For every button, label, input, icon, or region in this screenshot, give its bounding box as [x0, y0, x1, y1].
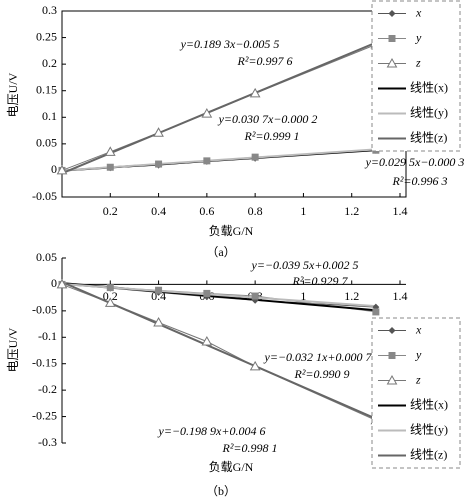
legend-label: x — [415, 5, 422, 19]
data-point — [104, 146, 116, 156]
fit-line — [61, 283, 376, 308]
x-tick-label: 1.4 — [393, 204, 408, 218]
x-tick-label: 1 — [300, 289, 306, 303]
data-point — [104, 297, 116, 307]
y-tick-label: 0 — [51, 162, 57, 176]
fit-line — [61, 281, 377, 420]
legend-label: y — [415, 347, 422, 361]
y-tick-label: -0.05 — [32, 189, 57, 203]
legend: xyz 线性(x) 线性(y) 线性(z) — [371, 0, 461, 152]
fit-line — [61, 41, 377, 175]
x-tick-label: 0.4 — [151, 204, 166, 218]
legend-label: 线性(y) — [410, 422, 448, 436]
y-tick-label: 0.05 — [36, 136, 57, 150]
data-point — [155, 286, 163, 294]
legend-label: 线性(z) — [410, 130, 447, 144]
data-point — [153, 127, 164, 137]
equation-label: R²=0.929 7 — [291, 274, 348, 288]
y-axis-label: 电压U/V — [6, 72, 20, 117]
data-point — [153, 316, 164, 327]
data-point — [251, 292, 259, 300]
equation-label: y=0.030 7x−0.000 2 — [218, 112, 318, 126]
equation-label: y=−0.032 1x+0.000 7 — [264, 350, 373, 364]
data-point — [56, 164, 68, 175]
data-point — [372, 308, 380, 316]
x-axis-label: 负载G/N — [209, 460, 254, 474]
equation-label: y=0.189 3x−0.005 5 — [180, 37, 280, 51]
equation-label: R²=0.998 1 — [221, 441, 277, 455]
legend-marker — [386, 57, 398, 68]
legend-label: 线性(x) — [410, 397, 448, 411]
y-tick-label: 0.3 — [42, 3, 57, 17]
legend-label: y — [415, 30, 422, 44]
caption: （a） — [206, 245, 235, 259]
equation-label: R²=0.999 1 — [243, 129, 299, 143]
equation-label: y=−0.198 9x+0.004 6 — [158, 424, 266, 438]
subplot: -0.05 0 0.05 0.1 0.15 0.2 0.25 0.3 0.2 0.4 0.6 0.8 1… — [6, 0, 465, 259]
legend-frame — [371, 0, 461, 152]
x-axis-label: 负载G/N — [209, 224, 254, 238]
data-point — [201, 335, 213, 346]
x-tick-label: 0.2 — [103, 289, 118, 303]
y-tick-label: 0 — [51, 276, 57, 290]
y-tick-label: -0.1 — [38, 329, 57, 343]
legend-frame — [371, 317, 461, 469]
data-point — [251, 153, 259, 161]
x-tick-label: 0.8 — [248, 204, 263, 218]
y-tick-label: -0.3 — [38, 435, 57, 449]
legend-marker — [386, 374, 398, 385]
equation-label: R²=0.997 6 — [236, 54, 292, 68]
data-point — [106, 163, 114, 171]
y-axis-label: 电压U/V — [6, 327, 20, 372]
caption: （b） — [206, 484, 236, 498]
data-point — [249, 87, 261, 98]
data-point — [56, 278, 68, 289]
y-tick-label: 0.05 — [36, 250, 57, 264]
legend: xyz 线性(x) 线性(y) 线性(z) — [371, 317, 461, 469]
legend-marker — [388, 10, 396, 17]
y-tick-label: -0.05 — [32, 303, 57, 317]
data-point — [155, 160, 163, 168]
data-point — [203, 289, 211, 297]
x-tick-label: 0.6 — [199, 204, 214, 218]
legend-label: z — [415, 372, 421, 386]
equation-label: R²=0.990 9 — [293, 367, 349, 381]
x-tick-label: 1 — [300, 204, 306, 218]
y-tick-label: 0.2 — [42, 56, 57, 70]
legend-label: z — [415, 55, 421, 69]
x-tick-label: 1.2 — [344, 289, 359, 303]
legend-marker — [388, 327, 396, 334]
legend-marker — [388, 35, 396, 42]
data-point — [203, 157, 211, 165]
legend-label: 线性(x) — [410, 80, 448, 94]
data-point — [249, 360, 261, 371]
y-tick-label: 0.15 — [36, 82, 57, 96]
x-tick-label: 1.4 — [393, 289, 408, 303]
legend-label: x — [415, 322, 422, 336]
fit-line — [61, 148, 376, 172]
equation-label: R²=0.996 3 — [391, 174, 447, 188]
y-tick-label: 0.25 — [36, 29, 57, 43]
legend-label: 线性(y) — [410, 105, 448, 119]
y-tick-label: -0.15 — [32, 355, 57, 369]
y-tick-label: -0.2 — [38, 382, 57, 396]
data-point — [201, 108, 213, 118]
y-tick-label: 0.1 — [42, 109, 57, 123]
y-tick-label: -0.25 — [32, 408, 57, 422]
legend-marker — [388, 352, 396, 359]
data-point — [106, 284, 114, 292]
subplot: -0.3-0.25-0.2-0.15-0.1-0.0500.050.20.40.… — [6, 250, 461, 498]
x-tick-label: 0.2 — [103, 204, 118, 218]
equation-label: y=0.029 5x−0.000 3 — [365, 155, 465, 169]
equation-label: y=−0.039 5x+0.002 5 — [251, 258, 359, 272]
x-tick-label: 1.2 — [344, 204, 359, 218]
legend-label: 线性(z) — [410, 447, 447, 461]
